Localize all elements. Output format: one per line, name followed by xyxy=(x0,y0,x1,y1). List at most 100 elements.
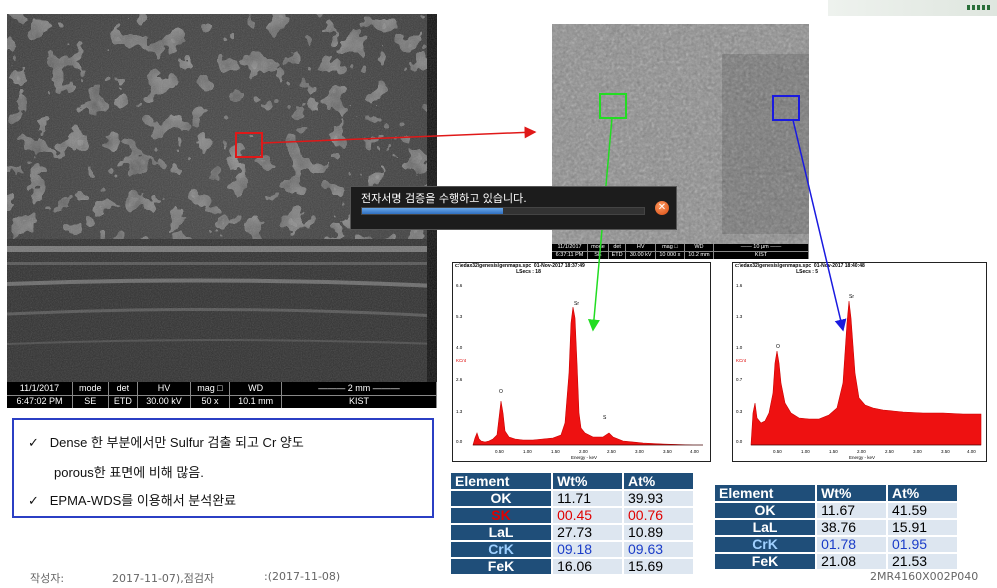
table-header: At% xyxy=(624,473,693,489)
element-cell: FeK xyxy=(451,559,552,574)
sem-small-mag-label: mag □ xyxy=(655,244,685,252)
spectrum-left-ytick: 2.6 xyxy=(456,377,463,382)
wt-cell: 21.08 xyxy=(817,554,887,569)
footer-date-1: 2017-11-07),점검자 xyxy=(112,572,215,585)
spectrum-right-xtick: 2.00 xyxy=(857,449,866,454)
table-row: LaL 38.76 15.91 xyxy=(715,520,957,535)
sem-small-mag-value: 10 000 x xyxy=(655,251,685,259)
sem-date: 11/1/2017 xyxy=(7,382,73,396)
at-cell: 15.91 xyxy=(888,520,957,535)
spectrum-right-xtick: 0.50 xyxy=(773,449,782,454)
sem-small-date: 11/1/2017 xyxy=(552,244,589,252)
progress-bar xyxy=(361,207,645,215)
element-cell: LaL xyxy=(715,520,816,535)
note-text-3: EPMA-WDS를 이용해서 분석완료 xyxy=(49,493,237,508)
spectrum-left-xtick: 2.00 xyxy=(579,449,588,454)
spectrum-left-curve xyxy=(472,306,703,446)
spectrum-right-ytick: 0.7 xyxy=(736,377,743,382)
note-item-2: ✓ EPMA-WDS를 이용해서 분석완료 xyxy=(28,490,236,509)
spectrum-right-ytick: 1.6 xyxy=(736,283,743,288)
sem-lab: KIST xyxy=(281,395,437,408)
footer-author: 작성자: xyxy=(30,572,65,585)
spectrum-left-ytick: 5.3 xyxy=(456,314,463,319)
element-table-right: Element Wt% At% OK 11.67 41.59 LaL 38.76… xyxy=(713,483,959,571)
wt-cell: 00.45 xyxy=(553,508,623,523)
sem-det-label: det xyxy=(108,382,139,396)
sem-wd-label: WD xyxy=(229,382,282,396)
spectrum-left-xtick: 3.00 xyxy=(635,449,644,454)
sem-hv-label: HV xyxy=(137,382,191,396)
table-header: Wt% xyxy=(553,473,623,489)
sem-small-hv-label: HV xyxy=(625,244,656,252)
note-text-1: Dense 한 부분에서만 Sulfur 검출 되고 Cr 양도 xyxy=(49,435,304,450)
cancel-icon[interactable]: ✕ xyxy=(655,201,669,215)
sem-small-info-bar: 11/1/2017 mode det HV mag □ WD —— 10 μm … xyxy=(552,244,809,259)
spectrum-left-xtick: 1.50 xyxy=(551,449,560,454)
peak-label-sr: Sr xyxy=(574,301,579,307)
element-table-left: Element Wt% At% OK 11.71 39.93 SK 00.45 … xyxy=(449,471,695,576)
element-cell: CrK xyxy=(451,542,552,557)
peak-label-o: O xyxy=(776,344,780,350)
element-cell: LaL xyxy=(451,525,552,540)
spectrum-right-xtick: 2.50 xyxy=(885,449,894,454)
table-header: Element xyxy=(715,485,816,501)
at-cell: 09.63 xyxy=(624,542,693,557)
spectrum-right-ytick: 0.0 xyxy=(736,439,743,444)
element-cell: FeK xyxy=(715,554,816,569)
table-row: LaL 27.73 10.89 xyxy=(451,525,693,540)
sem-mode-value: SE xyxy=(72,395,109,408)
spectrum-right-plot: 1.6 1.3 1.0 0.7 0.3 0.0 KCnt 0.50 1.00 1… xyxy=(736,283,982,460)
table-header: At% xyxy=(888,485,957,501)
wt-cell: 38.76 xyxy=(817,520,887,535)
progress-dialog: 전자서명 검증을 수행하고 있습니다. ✕ xyxy=(350,186,677,230)
at-cell: 01.95 xyxy=(888,537,957,552)
sem-mag-label: mag □ xyxy=(190,382,231,396)
sem-mag-value: 50 x xyxy=(190,395,231,408)
element-cell: OK xyxy=(451,491,552,506)
spectrum-left-xtick: 4.00 xyxy=(690,449,699,454)
sem-small-hv-value: 30.00 kV xyxy=(625,251,656,259)
peak-label-o: O xyxy=(499,389,503,395)
sem-large-info-bar: 11/1/2017 mode det HV mag □ WD ——— 2 mm … xyxy=(7,382,437,408)
spectrum-right-ytick: 1.3 xyxy=(736,314,743,319)
spectrum-left-xtick: 2.50 xyxy=(607,449,616,454)
spectrum-right-xtick: 4.00 xyxy=(967,449,976,454)
spectrum-left-ytick: 1.3 xyxy=(456,409,463,414)
footer-date-2: :(2017-11-08) xyxy=(264,570,341,583)
table-row: SK 00.45 00.76 xyxy=(451,508,693,523)
logo-icon xyxy=(967,5,991,10)
at-cell: 10.89 xyxy=(624,525,693,540)
spectrum-left-xtick: 0.50 xyxy=(495,449,504,454)
at-cell: 41.59 xyxy=(888,503,957,518)
spectrum-right-xtick: 1.00 xyxy=(801,449,810,454)
sem-small-scale-bar: —— 10 μm —— xyxy=(713,244,809,252)
sem-small-mode-value: SE xyxy=(587,251,609,259)
spectrum-left-xtick: 1.00 xyxy=(523,449,532,454)
wt-cell: 11.67 xyxy=(817,503,887,518)
table-header: Wt% xyxy=(817,485,887,501)
wt-cell: 09.18 xyxy=(553,542,623,557)
table-row: FeK 16.06 15.69 xyxy=(451,559,693,574)
element-cell: OK xyxy=(715,503,816,518)
table-header: Element xyxy=(451,473,552,489)
progress-message: 전자서명 검증을 수행하고 있습니다. xyxy=(361,192,527,205)
spectrum-right-curve xyxy=(750,300,982,446)
logo-strip xyxy=(828,0,997,16)
sem-small-det-label: det xyxy=(608,244,627,252)
spectrum-left-xtick: 3.50 xyxy=(663,449,672,454)
table-row: OK 11.71 39.93 xyxy=(451,491,693,506)
sem-small-det-value: ETD xyxy=(608,251,627,259)
note-text-2: porous한 표면에 비해 많음. xyxy=(54,465,204,480)
sem-mode-label: mode xyxy=(72,382,109,396)
spectrum-left-xlabel: Energy - keV xyxy=(571,455,597,460)
spectrum-right-ylabel: KCnt xyxy=(736,358,747,363)
sem-det-value: ETD xyxy=(108,395,139,408)
sem-small-wd-label: WD xyxy=(684,244,715,252)
sem-small-mode-label: mode xyxy=(587,244,609,252)
check-icon: ✓ xyxy=(28,493,39,508)
table-row: CrK 01.78 01.95 xyxy=(715,537,957,552)
at-cell: 00.76 xyxy=(624,508,693,523)
spectrum-right-ytick: 0.3 xyxy=(736,409,743,414)
spectrum-right-xtick: 3.50 xyxy=(941,449,950,454)
at-cell: 15.69 xyxy=(624,559,693,574)
